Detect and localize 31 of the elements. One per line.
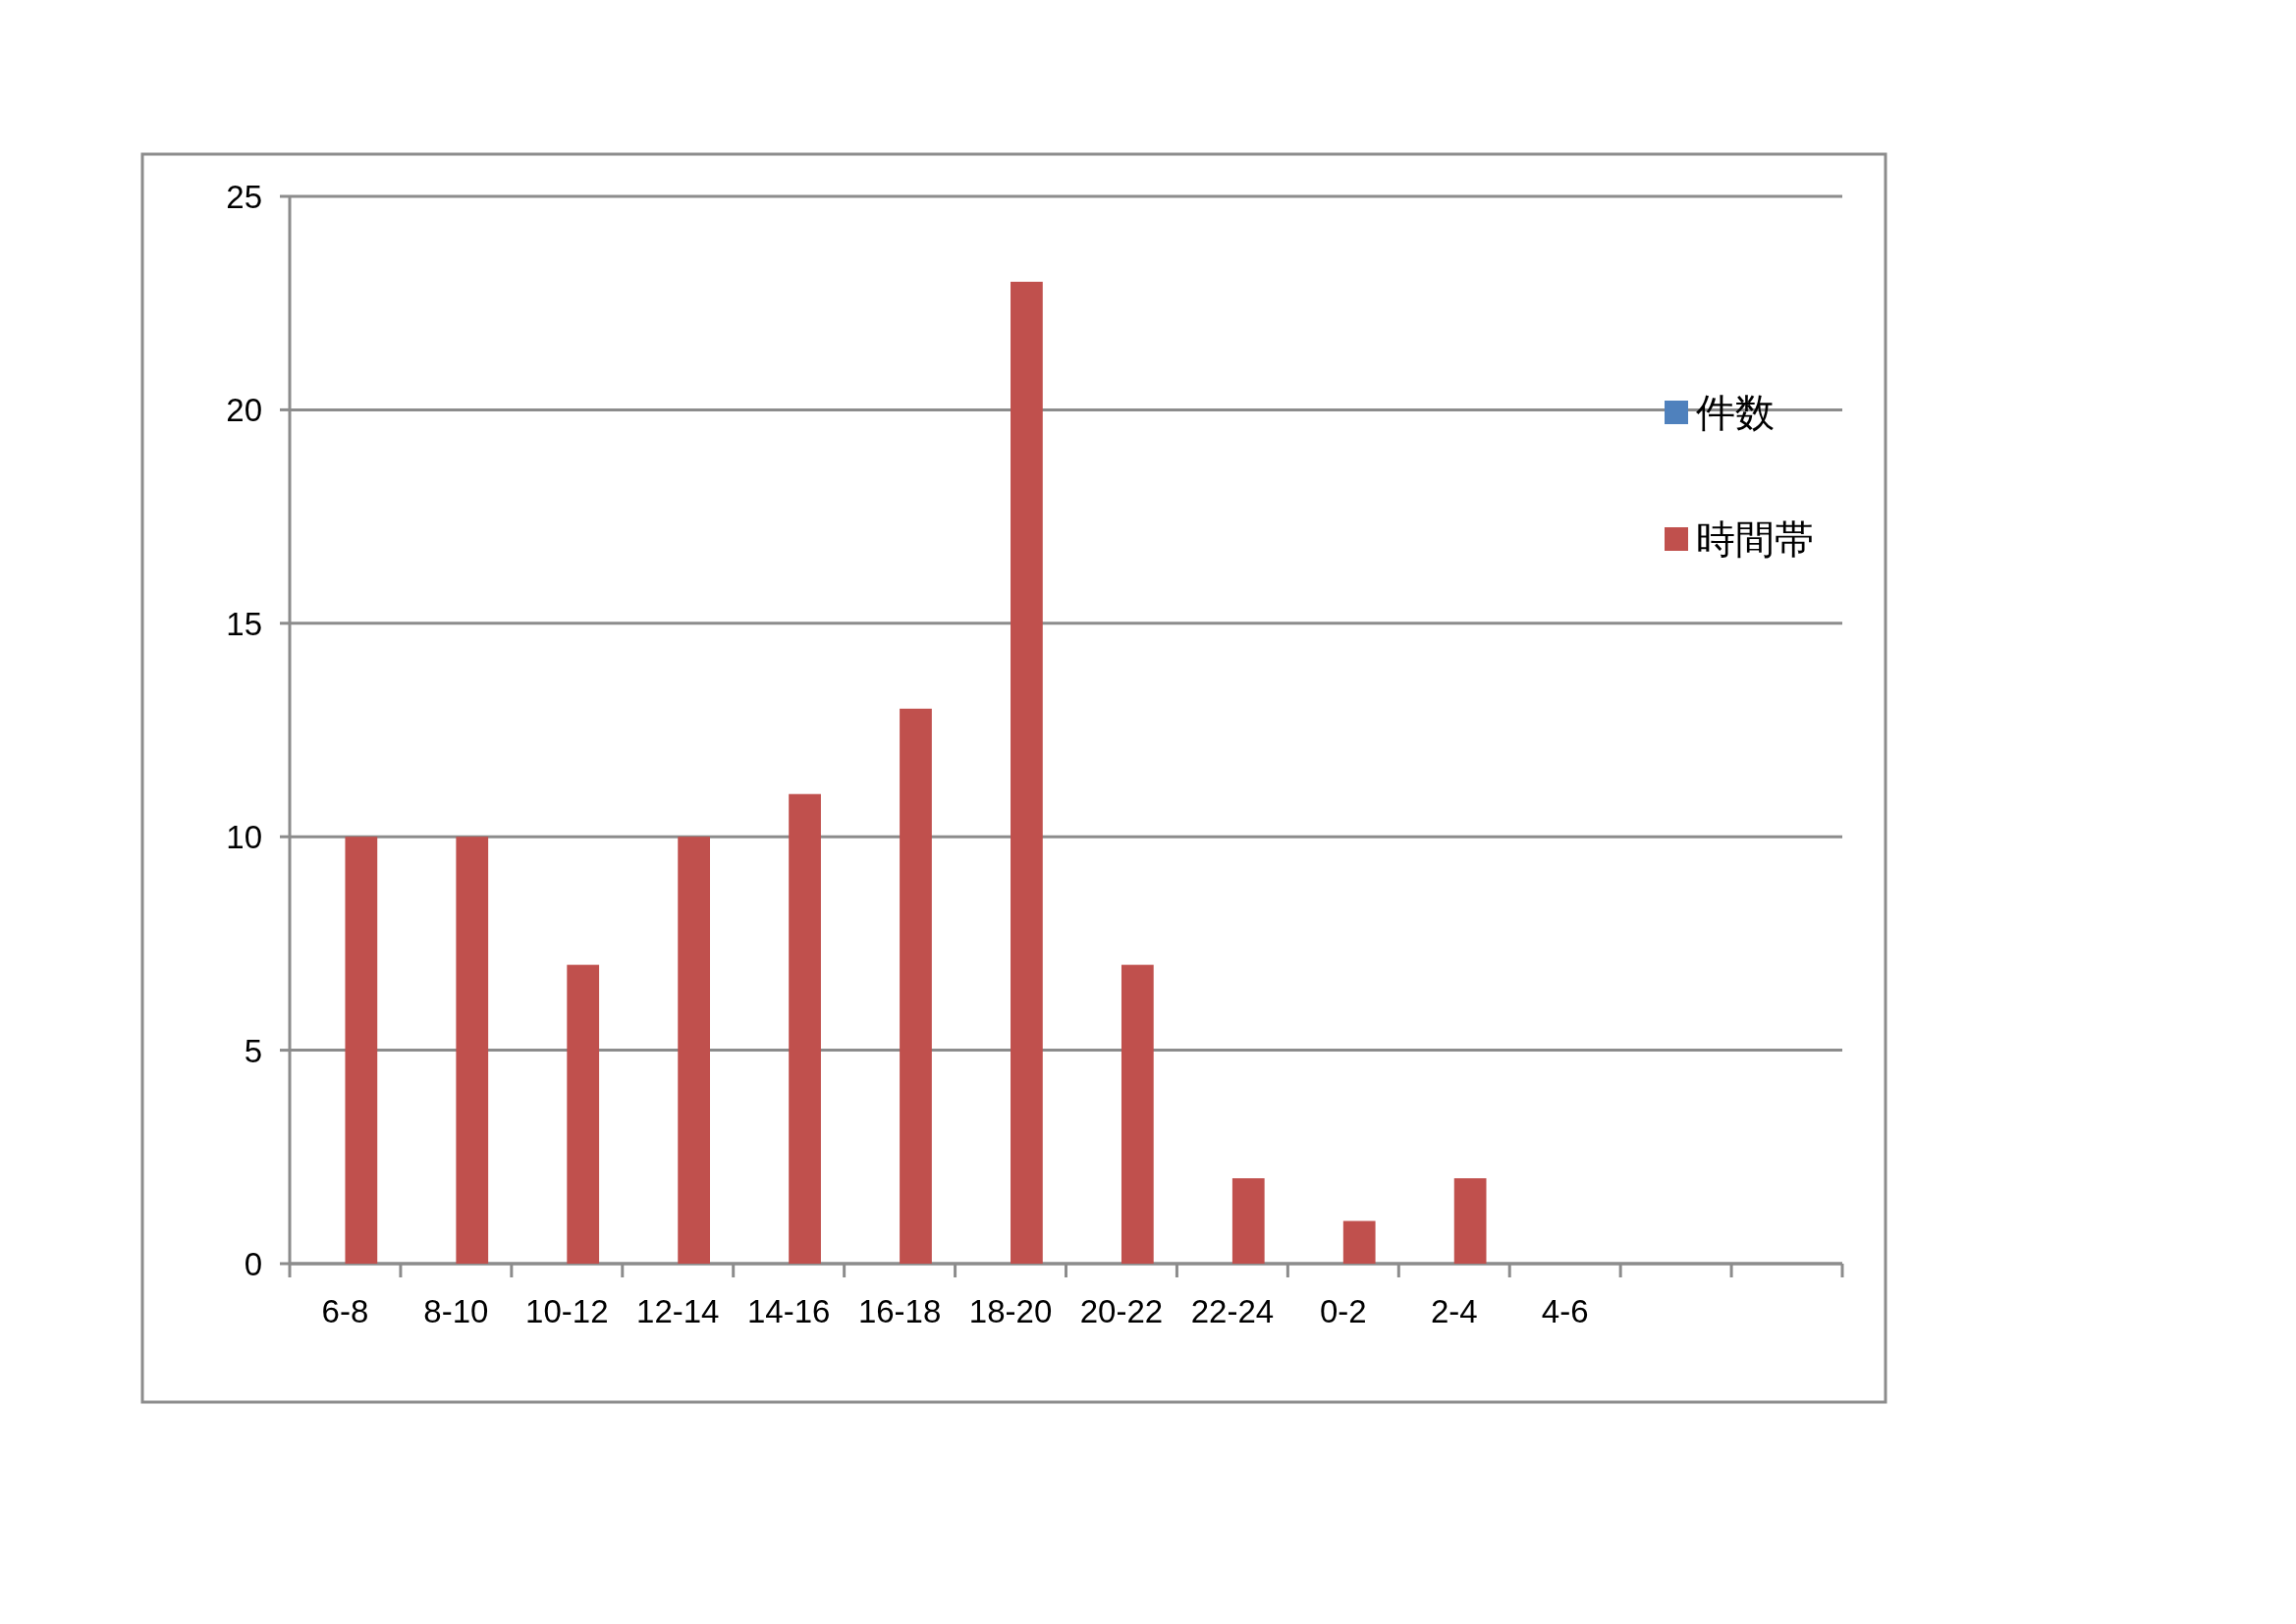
y-tick-label: 15 xyxy=(226,605,262,642)
bar xyxy=(1231,1178,1265,1264)
bar xyxy=(1011,281,1043,1264)
x-tick-label: 2-4 xyxy=(1430,1293,1478,1329)
bar xyxy=(678,837,710,1264)
bar xyxy=(456,837,489,1264)
x-tick-label: 10-12 xyxy=(525,1293,609,1329)
x-tick-label: 12-14 xyxy=(636,1293,720,1329)
y-tick-label: 20 xyxy=(226,392,262,429)
bar xyxy=(1121,964,1154,1264)
x-tick-label: 8-10 xyxy=(423,1293,489,1329)
y-tick-label: 25 xyxy=(226,179,262,215)
x-tick-label: 18-20 xyxy=(968,1293,1053,1329)
bar xyxy=(1453,1178,1487,1264)
x-tick-label: 4-6 xyxy=(1541,1293,1589,1329)
x-tick-label: 6-8 xyxy=(321,1293,369,1329)
legend-label: 時間帯 xyxy=(1696,517,1814,561)
legend-label: 件数 xyxy=(1696,391,1775,434)
bar xyxy=(1342,1220,1376,1264)
y-tick-label: 10 xyxy=(226,819,262,856)
bar xyxy=(345,837,378,1264)
x-tick-label: 22-24 xyxy=(1190,1293,1275,1329)
x-tick-label: 20-22 xyxy=(1079,1293,1164,1329)
x-tick-label: 14-16 xyxy=(746,1293,831,1329)
y-tick-label: 0 xyxy=(244,1246,262,1282)
bar xyxy=(900,708,932,1264)
y-tick-label: 5 xyxy=(244,1032,262,1069)
x-tick-label: 0-2 xyxy=(1319,1293,1367,1329)
bar xyxy=(567,964,600,1264)
bar xyxy=(789,793,821,1264)
x-tick-label: 16-18 xyxy=(857,1293,942,1329)
